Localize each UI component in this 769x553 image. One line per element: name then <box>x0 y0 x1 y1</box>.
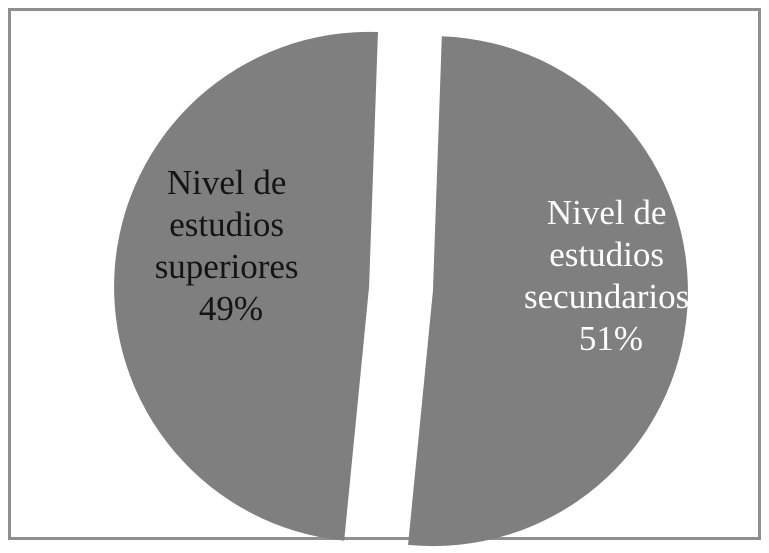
label-secundarios-line-2: estudios <box>549 235 664 274</box>
label-secundarios-line-3: secundarios <box>524 277 689 316</box>
label-secundarios-line-1: Nivel de <box>547 193 667 232</box>
label-secundarios-percent: 51% <box>579 319 643 358</box>
label-superiores-line-1: Nivel de <box>167 163 287 202</box>
label-superiores-line-2: estudios <box>169 205 284 244</box>
label-secundarios: Nivel de estudios secundarios 51% <box>524 193 698 358</box>
chart-frame: Nivel de estudios superiores 49% Nivel d… <box>8 8 761 547</box>
slice-superiores <box>114 31 378 541</box>
label-superiores-line-3: superiores <box>155 247 299 286</box>
label-superiores-percent: 49% <box>199 289 263 328</box>
pie-chart: Nivel de estudios superiores 49% Nivel d… <box>114 31 698 547</box>
label-superiores: Nivel de estudios superiores 49% <box>155 163 308 328</box>
slice-secundarios <box>408 36 688 547</box>
